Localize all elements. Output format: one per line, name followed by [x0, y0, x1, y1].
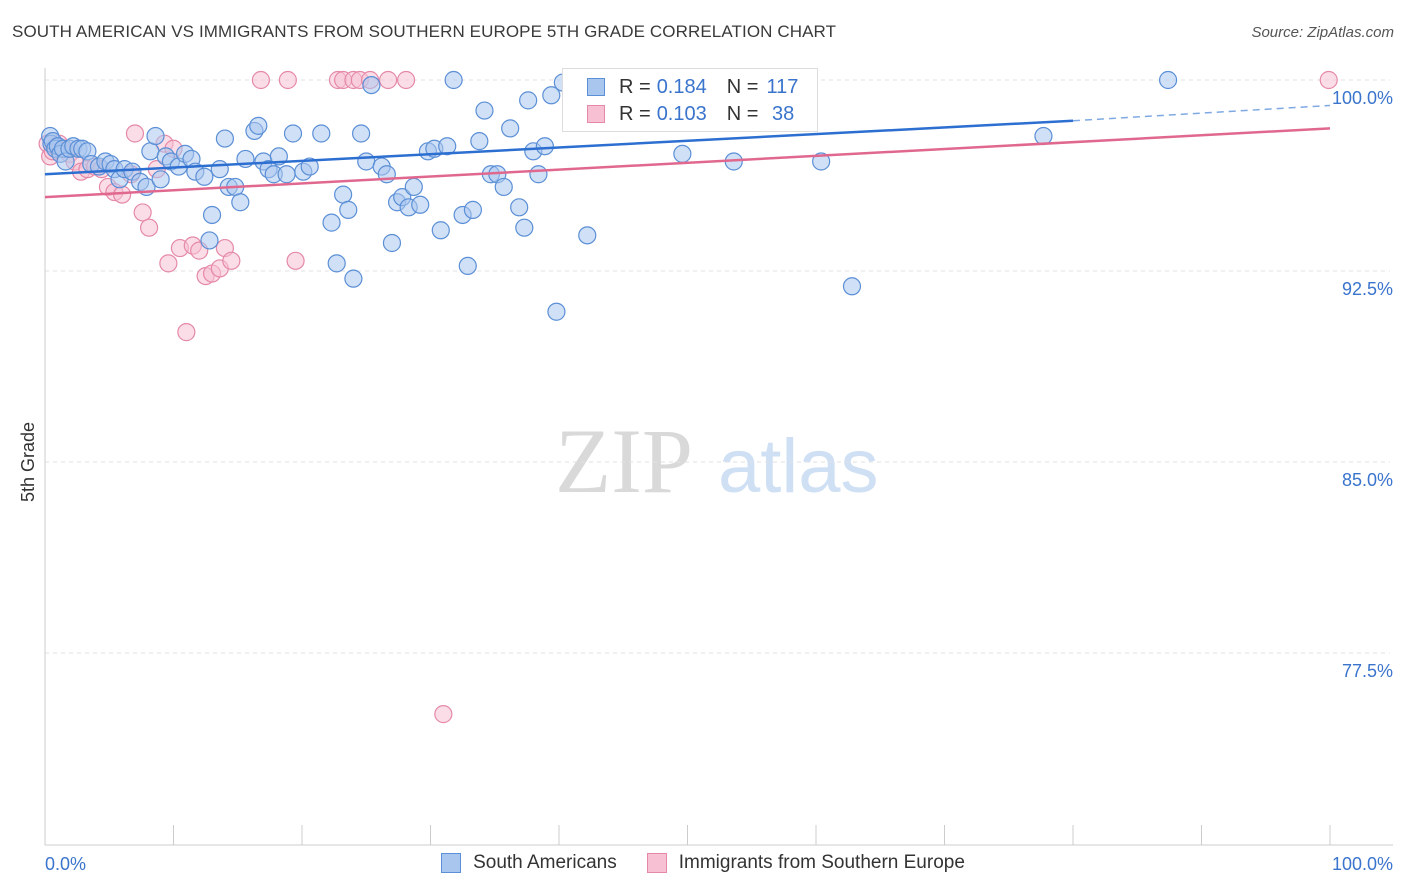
legend-item-south-americans[interactable]: South Americans: [441, 852, 617, 874]
data-point: [146, 126, 165, 146]
data-point: [535, 137, 554, 156]
stats-legend-row-south-americans: R = 0.184 N = 117: [587, 75, 798, 99]
legend-swatch-south-americans: [587, 78, 605, 96]
data-point: [278, 70, 297, 90]
data-point: [378, 70, 398, 90]
data-point: [812, 152, 831, 171]
data-point: [475, 101, 494, 120]
data-point: [510, 198, 529, 217]
data-point: [673, 144, 692, 163]
data-point: [542, 86, 561, 105]
data-point: [125, 124, 145, 143]
legend-label: South Americans: [473, 852, 617, 873]
legend-label: Immigrants from Southern Europe: [678, 852, 965, 873]
n-label: N =: [726, 75, 759, 98]
n-label: N =: [726, 102, 759, 125]
r-value: 0.103: [656, 102, 707, 125]
data-point: [210, 160, 229, 179]
data-point: [141, 142, 160, 161]
data-point: [344, 269, 363, 288]
data-point: [327, 254, 346, 273]
data-point: [300, 157, 319, 176]
data-point: [231, 193, 250, 212]
data-point: [139, 218, 159, 237]
data-point: [444, 70, 463, 90]
r-value: 0.184: [656, 75, 707, 98]
n-value: 38: [766, 102, 795, 125]
data-point: [1034, 126, 1053, 146]
data-point: [1158, 70, 1178, 90]
data-point: [200, 231, 219, 250]
data-point: [151, 170, 170, 189]
data-point: [215, 129, 234, 148]
data-point: [382, 233, 402, 253]
data-point: [202, 205, 222, 225]
data-point: [431, 221, 450, 240]
data-point: [133, 203, 152, 222]
data-point: [283, 124, 303, 143]
data-point: [529, 165, 548, 184]
x-tick-label: 0.0%: [45, 854, 86, 874]
data-point: [519, 91, 538, 110]
data-point: [396, 70, 416, 90]
legend-item-southern-europe[interactable]: Immigrants from Southern Europe: [646, 852, 965, 874]
chart-title: SOUTH AMERICAN VS IMMIGRANTS FROM SOUTHE…: [12, 22, 837, 41]
data-point: [515, 218, 534, 237]
data-point: [411, 195, 430, 214]
data-point: [842, 277, 862, 296]
y-tick-label: 77.5%: [1342, 661, 1393, 681]
data-point: [1319, 70, 1338, 90]
data-point: [463, 200, 483, 219]
data-point: [195, 167, 214, 186]
data-point: [352, 124, 371, 143]
data-point: [159, 254, 178, 273]
data-point: [112, 185, 132, 204]
n-value: 117: [766, 75, 799, 98]
data-point: [404, 177, 423, 197]
r-label: R =: [619, 102, 651, 125]
y-tick-label: 92.5%: [1342, 279, 1393, 299]
data-point: [494, 177, 513, 197]
data-point: [470, 132, 489, 151]
data-point: [578, 226, 597, 245]
series-legend: South Americans Immigrants from Southern…: [0, 852, 1406, 874]
data-point: [222, 251, 241, 270]
data-point: [312, 124, 331, 143]
r-label: R =: [619, 75, 651, 98]
stats-legend: R = 0.184 N = 117 R = 0.103 N = 38: [562, 68, 818, 132]
data-point: [277, 165, 296, 184]
stats-legend-row-southern-europe: R = 0.103 N = 38: [587, 102, 794, 126]
trend-line-extension: [1072, 104, 1331, 122]
data-point: [251, 70, 270, 90]
y-axis-title: 5th Grade: [18, 422, 38, 502]
data-point: [501, 119, 520, 138]
data-point: [458, 256, 477, 276]
data-point: [286, 251, 305, 270]
watermark-zip: ZIP: [555, 410, 693, 512]
data-point: [177, 323, 196, 342]
series-southern-europe: [38, 70, 1338, 724]
data-point: [334, 185, 353, 204]
legend-swatch-south-americans: [441, 853, 462, 873]
data-point: [547, 302, 566, 321]
data-point: [362, 75, 381, 95]
watermark-atlas: atlas: [718, 424, 879, 509]
trend-line-south-americans: [44, 119, 1074, 176]
data-point: [438, 137, 457, 156]
source-label: Source: ZipAtlas.com: [1251, 24, 1394, 41]
x-tick-label: 100.0%: [1332, 854, 1393, 874]
data-point: [339, 200, 358, 219]
trend-line-southern-europe: [44, 127, 1331, 199]
y-tick-label: 100.0%: [1332, 88, 1393, 108]
data-point: [357, 152, 376, 171]
data-point: [434, 705, 453, 724]
data-point: [322, 213, 341, 232]
y-tick-label: 85.0%: [1342, 470, 1393, 490]
data-point: [249, 116, 268, 135]
legend-swatch-southern-europe: [646, 853, 667, 873]
legend-swatch-southern-europe: [587, 105, 605, 123]
